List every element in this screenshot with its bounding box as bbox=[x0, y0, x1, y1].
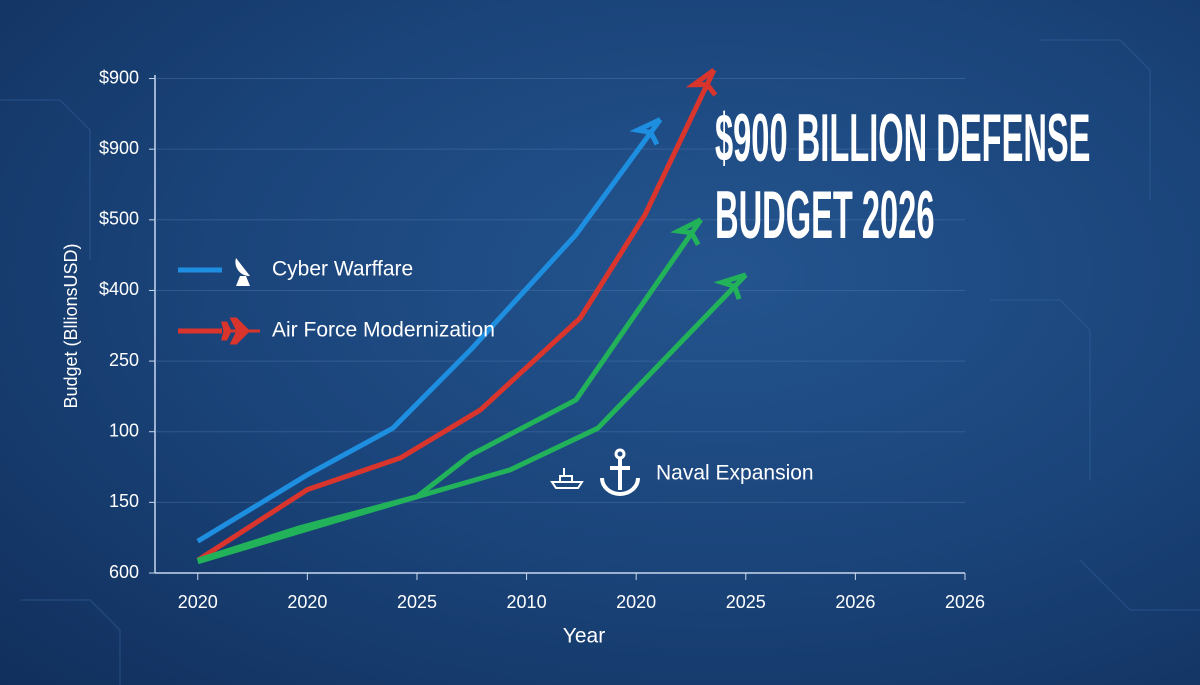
arrowhead bbox=[685, 68, 718, 97]
arrowhead bbox=[713, 272, 747, 300]
series-line bbox=[196, 118, 663, 544]
x-tick-label: 2020 bbox=[616, 592, 656, 612]
legend-item: Naval Expansion bbox=[550, 448, 814, 496]
y-tick-label: $900 bbox=[99, 67, 139, 87]
arrowhead bbox=[670, 217, 702, 246]
x-tick-label: 2026 bbox=[835, 592, 875, 612]
legend-item: Cyber Warffare bbox=[178, 258, 413, 286]
legend-icon bbox=[600, 458, 640, 496]
y-tick-label: 150 bbox=[109, 491, 139, 511]
legend-icon bbox=[614, 448, 626, 460]
x-axis-label: Year bbox=[563, 625, 605, 648]
legend-label: Air Force Modernization bbox=[272, 319, 495, 342]
x-tick-label: 2025 bbox=[397, 592, 437, 612]
chart-title: $900 BILLION DEFENSE BUDGET 2026 bbox=[715, 100, 1091, 253]
legend-icon bbox=[550, 468, 584, 489]
legend-label: Cyber Warffare bbox=[272, 258, 413, 281]
legend-label: Naval Expansion bbox=[656, 462, 814, 485]
y-tick-label: 250 bbox=[109, 350, 139, 370]
y-tick-label: 100 bbox=[109, 420, 139, 440]
x-tick-label: 2026 bbox=[945, 592, 985, 612]
series-line bbox=[196, 218, 703, 563]
x-tick-label: 2020 bbox=[287, 592, 327, 612]
y-tick-label: $500 bbox=[99, 209, 139, 229]
legend-item: Air Force Modernization bbox=[178, 317, 495, 345]
y-axis-label: Budget (BllionsUSD) bbox=[61, 243, 81, 408]
y-tick-label: 600 bbox=[109, 562, 139, 582]
x-tick-label: 2025 bbox=[726, 592, 766, 612]
series-line bbox=[197, 273, 748, 565]
y-tick-label: $900 bbox=[99, 138, 139, 158]
background-circuit bbox=[0, 39, 1200, 685]
x-tick-label: 2020 bbox=[178, 592, 218, 612]
series-line bbox=[196, 68, 717, 563]
legend-icon bbox=[235, 258, 250, 286]
x-tick-label: 2010 bbox=[507, 592, 547, 612]
y-tick-label: $400 bbox=[99, 279, 139, 299]
legend-icon bbox=[221, 317, 260, 345]
arrowhead bbox=[629, 117, 662, 146]
